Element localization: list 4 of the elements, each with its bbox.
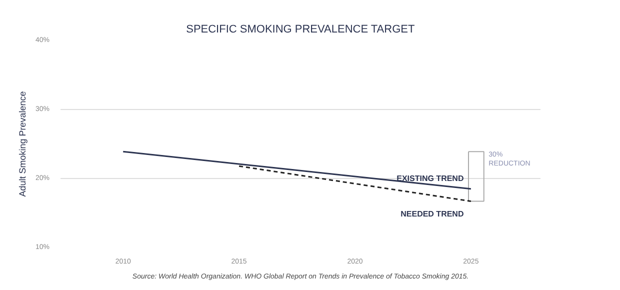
series-label: NEEDED TREND bbox=[400, 209, 464, 218]
y-axis-title: Adult Smoking Prevalence bbox=[17, 91, 28, 197]
series-label: EXISTING TREND bbox=[396, 174, 464, 183]
chart-title: SPECIFIC SMOKING PREVALENCE TARGET bbox=[186, 24, 415, 36]
